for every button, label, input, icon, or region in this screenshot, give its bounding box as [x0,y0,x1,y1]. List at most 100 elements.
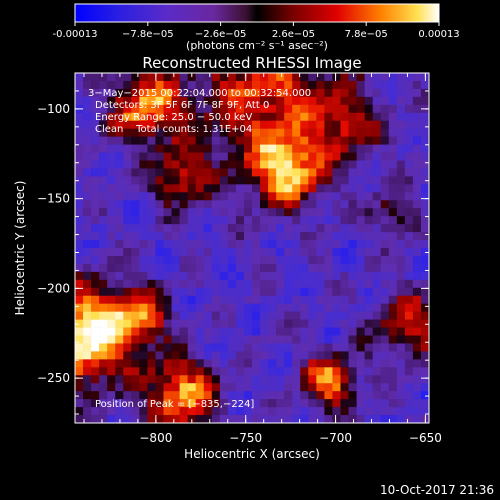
heatmap-cell [396,319,406,328]
heatmap-cell [316,152,325,161]
heatmap-cell [260,216,269,225]
heatmap-cell [284,311,293,320]
plot-frame [74,72,430,424]
heatmap-cell [179,216,188,225]
heatmap-cell [107,232,116,241]
heatmap-cell [123,287,132,297]
heatmap-cell [243,287,253,297]
heatmap-cell [75,200,84,209]
heatmap-cell [155,279,164,289]
heatmap-cell [268,383,277,392]
heatmap-cell [308,136,317,145]
heatmap-cell [147,319,156,328]
heatmap-cell [284,391,293,400]
heatmap-cell [380,263,390,273]
heatmap-cell [139,136,148,145]
heatmap-cell [155,319,164,328]
heatmap-cell [163,248,172,257]
heatmap-cell [211,184,221,193]
heatmap-cell [131,399,140,408]
heatmap-cell [260,399,269,408]
heatmap-cell [388,152,398,161]
heatmap-cell [219,311,229,320]
heatmap-cell [99,104,108,114]
heatmap-cell [91,224,100,233]
heatmap-cell [107,248,116,257]
heatmap-cell [139,120,148,129]
heatmap-cell [364,96,373,106]
heatmap-cell [195,255,205,265]
heatmap-cell [364,152,373,161]
heatmap-cell [75,375,84,384]
heatmap-cell [131,88,140,98]
heatmap-cell [123,168,132,177]
heatmap-cell [123,216,132,225]
heatmap-cell [388,343,398,352]
heatmap-cell [131,367,140,376]
heatmap-cell [388,287,398,297]
heatmap-cell [107,192,116,201]
heatmap-cell [187,104,196,114]
x-tick-label: −650 [409,431,442,445]
annotation-peak-position: Position of Peak = [−835,−224] [95,399,254,410]
heatmap-cell [276,96,285,106]
heatmap-cell [300,263,309,273]
heatmap-cell [252,359,261,368]
heatmap-cell [171,88,180,98]
heatmap-cell [99,144,108,153]
heatmap-cell [107,367,116,376]
heatmap-cell [187,160,196,169]
heatmap-cell [348,176,357,185]
heatmap-cell [316,351,325,360]
heatmap-cell [171,216,180,225]
heatmap-cell [268,128,277,137]
heatmap-cell [348,80,357,90]
y-tick-label: −250 [37,371,70,385]
heatmap-cell [396,200,406,209]
heatmap-cell [252,96,261,106]
heatmap-cell [115,279,124,289]
heatmap-cell [179,208,188,217]
heatmap-cell [163,391,172,400]
heatmap-cell [83,200,92,209]
heatmap-cell [396,399,406,408]
heatmap-cell [155,367,164,376]
heatmap-cell [316,208,325,217]
heatmap-cell [404,96,414,106]
heatmap-cell [203,96,213,106]
heatmap-cell [211,295,221,304]
heatmap-cell [420,232,429,241]
heatmap-cell [324,279,333,289]
heatmap-cell [340,176,349,185]
heatmap-cell [356,104,365,114]
heatmap-cell [348,136,357,145]
heatmap-cell [340,152,349,161]
heatmap-cell [195,184,205,193]
heatmap-cell [123,73,132,82]
heatmap-cell [147,112,156,122]
heatmap-cell [348,200,357,209]
heatmap-cell [227,383,237,392]
heatmap-cell [163,73,172,82]
heatmap-cell [292,375,301,384]
heatmap-cell [380,216,390,225]
heatmap-cell [243,335,253,344]
heatmap-cell [179,351,188,360]
heatmap-cell [211,271,221,281]
heatmap-cell [316,415,325,423]
heatmap-cell [260,224,269,233]
heatmap-cell [388,80,398,90]
heatmap-cell [316,96,325,106]
heatmap-cell [115,216,124,225]
heatmap-cell [147,311,156,320]
heatmap-cell [147,248,156,257]
heatmap-cell [75,184,84,193]
heatmap-cell [75,287,84,297]
heatmap-cell [268,104,277,114]
heatmap-cell [292,263,301,273]
heatmap-cell [179,399,188,408]
heatmap-cell [276,144,285,153]
heatmap-cell [179,279,188,289]
heatmap-cell [155,399,164,408]
heatmap-cell [324,399,333,408]
